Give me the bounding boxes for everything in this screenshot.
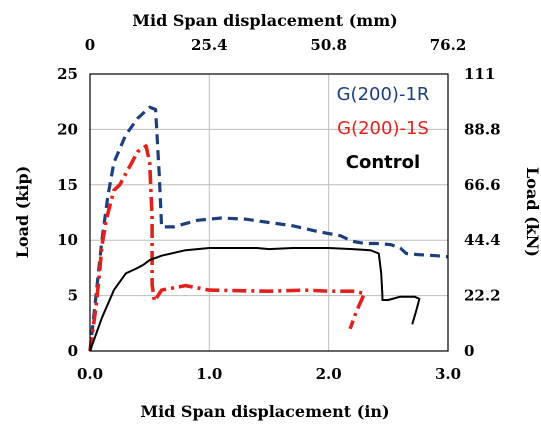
legend-label-1s: G(200)-1S bbox=[337, 118, 429, 139]
x-tick-label-bottom: 1.0 bbox=[196, 365, 222, 383]
series-line-0 bbox=[88, 105, 449, 352]
tick-labels: 0.0 1.0 2.0 3.00 25.4 50.8 76.20510152025022.2… bbox=[57, 36, 500, 383]
plot-frame bbox=[89, 73, 449, 352]
x-tick-label-top: 50.8 bbox=[310, 36, 347, 54]
legend-label-control: Control bbox=[346, 152, 420, 173]
y-tick-label-right: 44.4 bbox=[464, 231, 501, 249]
y-tick-label-right: 66.6 bbox=[464, 176, 501, 194]
x-axis-title-top: Mid Span displacement (mm) bbox=[132, 11, 397, 30]
y-axis-title-left: Load (kip) bbox=[13, 166, 32, 259]
y-tick-label-left: 15 bbox=[57, 176, 78, 194]
y-tick-label-left: 0 bbox=[68, 342, 78, 360]
x-axis-title-bottom: Mid Span displacement (in) bbox=[140, 402, 389, 421]
grid bbox=[89, 73, 449, 352]
series-line-2 bbox=[89, 247, 421, 352]
y-axis-title-right: Load (kN) bbox=[523, 167, 541, 257]
y-tick-label-right: 111 bbox=[464, 65, 495, 83]
x-tick-label-bottom: 0.0 bbox=[77, 365, 103, 383]
x-tick-label-bottom: 3.0 bbox=[435, 365, 461, 383]
x-tick-label-top: 0 bbox=[85, 36, 95, 54]
y-tick-label-right: 0 bbox=[464, 342, 474, 360]
x-tick-label-top: 76.2 bbox=[430, 36, 467, 54]
y-tick-label-left: 5 bbox=[68, 287, 78, 305]
y-tick-label-left: 20 bbox=[57, 120, 78, 138]
legend-label-1r: G(200)-1R bbox=[337, 84, 430, 105]
x-tick-label-top: 25.4 bbox=[191, 36, 228, 54]
y-tick-label-left: 25 bbox=[57, 65, 78, 83]
y-tick-label-right: 22.2 bbox=[464, 287, 501, 305]
y-tick-label-right: 88.8 bbox=[464, 120, 501, 138]
y-tick-label-left: 10 bbox=[57, 231, 78, 249]
series-line-1 bbox=[88, 144, 367, 352]
series-lines bbox=[88, 105, 449, 352]
x-tick-label-bottom: 2.0 bbox=[316, 365, 342, 383]
